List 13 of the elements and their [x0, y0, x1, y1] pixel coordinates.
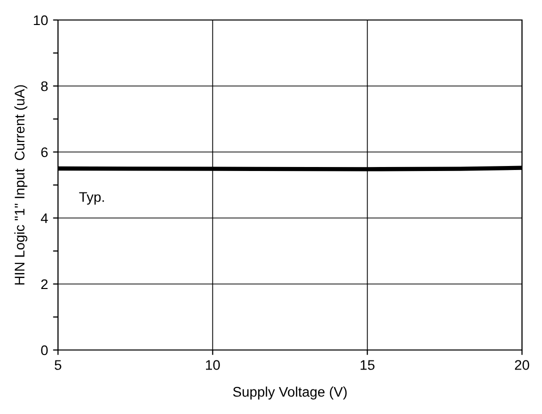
y-axis-title: HIN Logic "1" Input Current (uA): [14, 85, 28, 285]
x-tick-label: 10: [206, 360, 220, 370]
y-tick-label: 6: [41, 147, 48, 158]
x-tick-label: 15: [360, 360, 374, 370]
y-tick-label: 8: [41, 81, 48, 92]
annotation: Typ.: [79, 192, 104, 205]
y-tick-label: 4: [40, 213, 48, 224]
y-tick-label: 10: [34, 15, 48, 26]
x-tick-label: 20: [514, 360, 530, 370]
y-tick-label: 0: [41, 345, 48, 356]
y-tick-label: 2: [41, 279, 48, 290]
x-axis-title: Supply Voltage (V): [233, 386, 347, 400]
x-tick-label: 5: [54, 360, 62, 370]
